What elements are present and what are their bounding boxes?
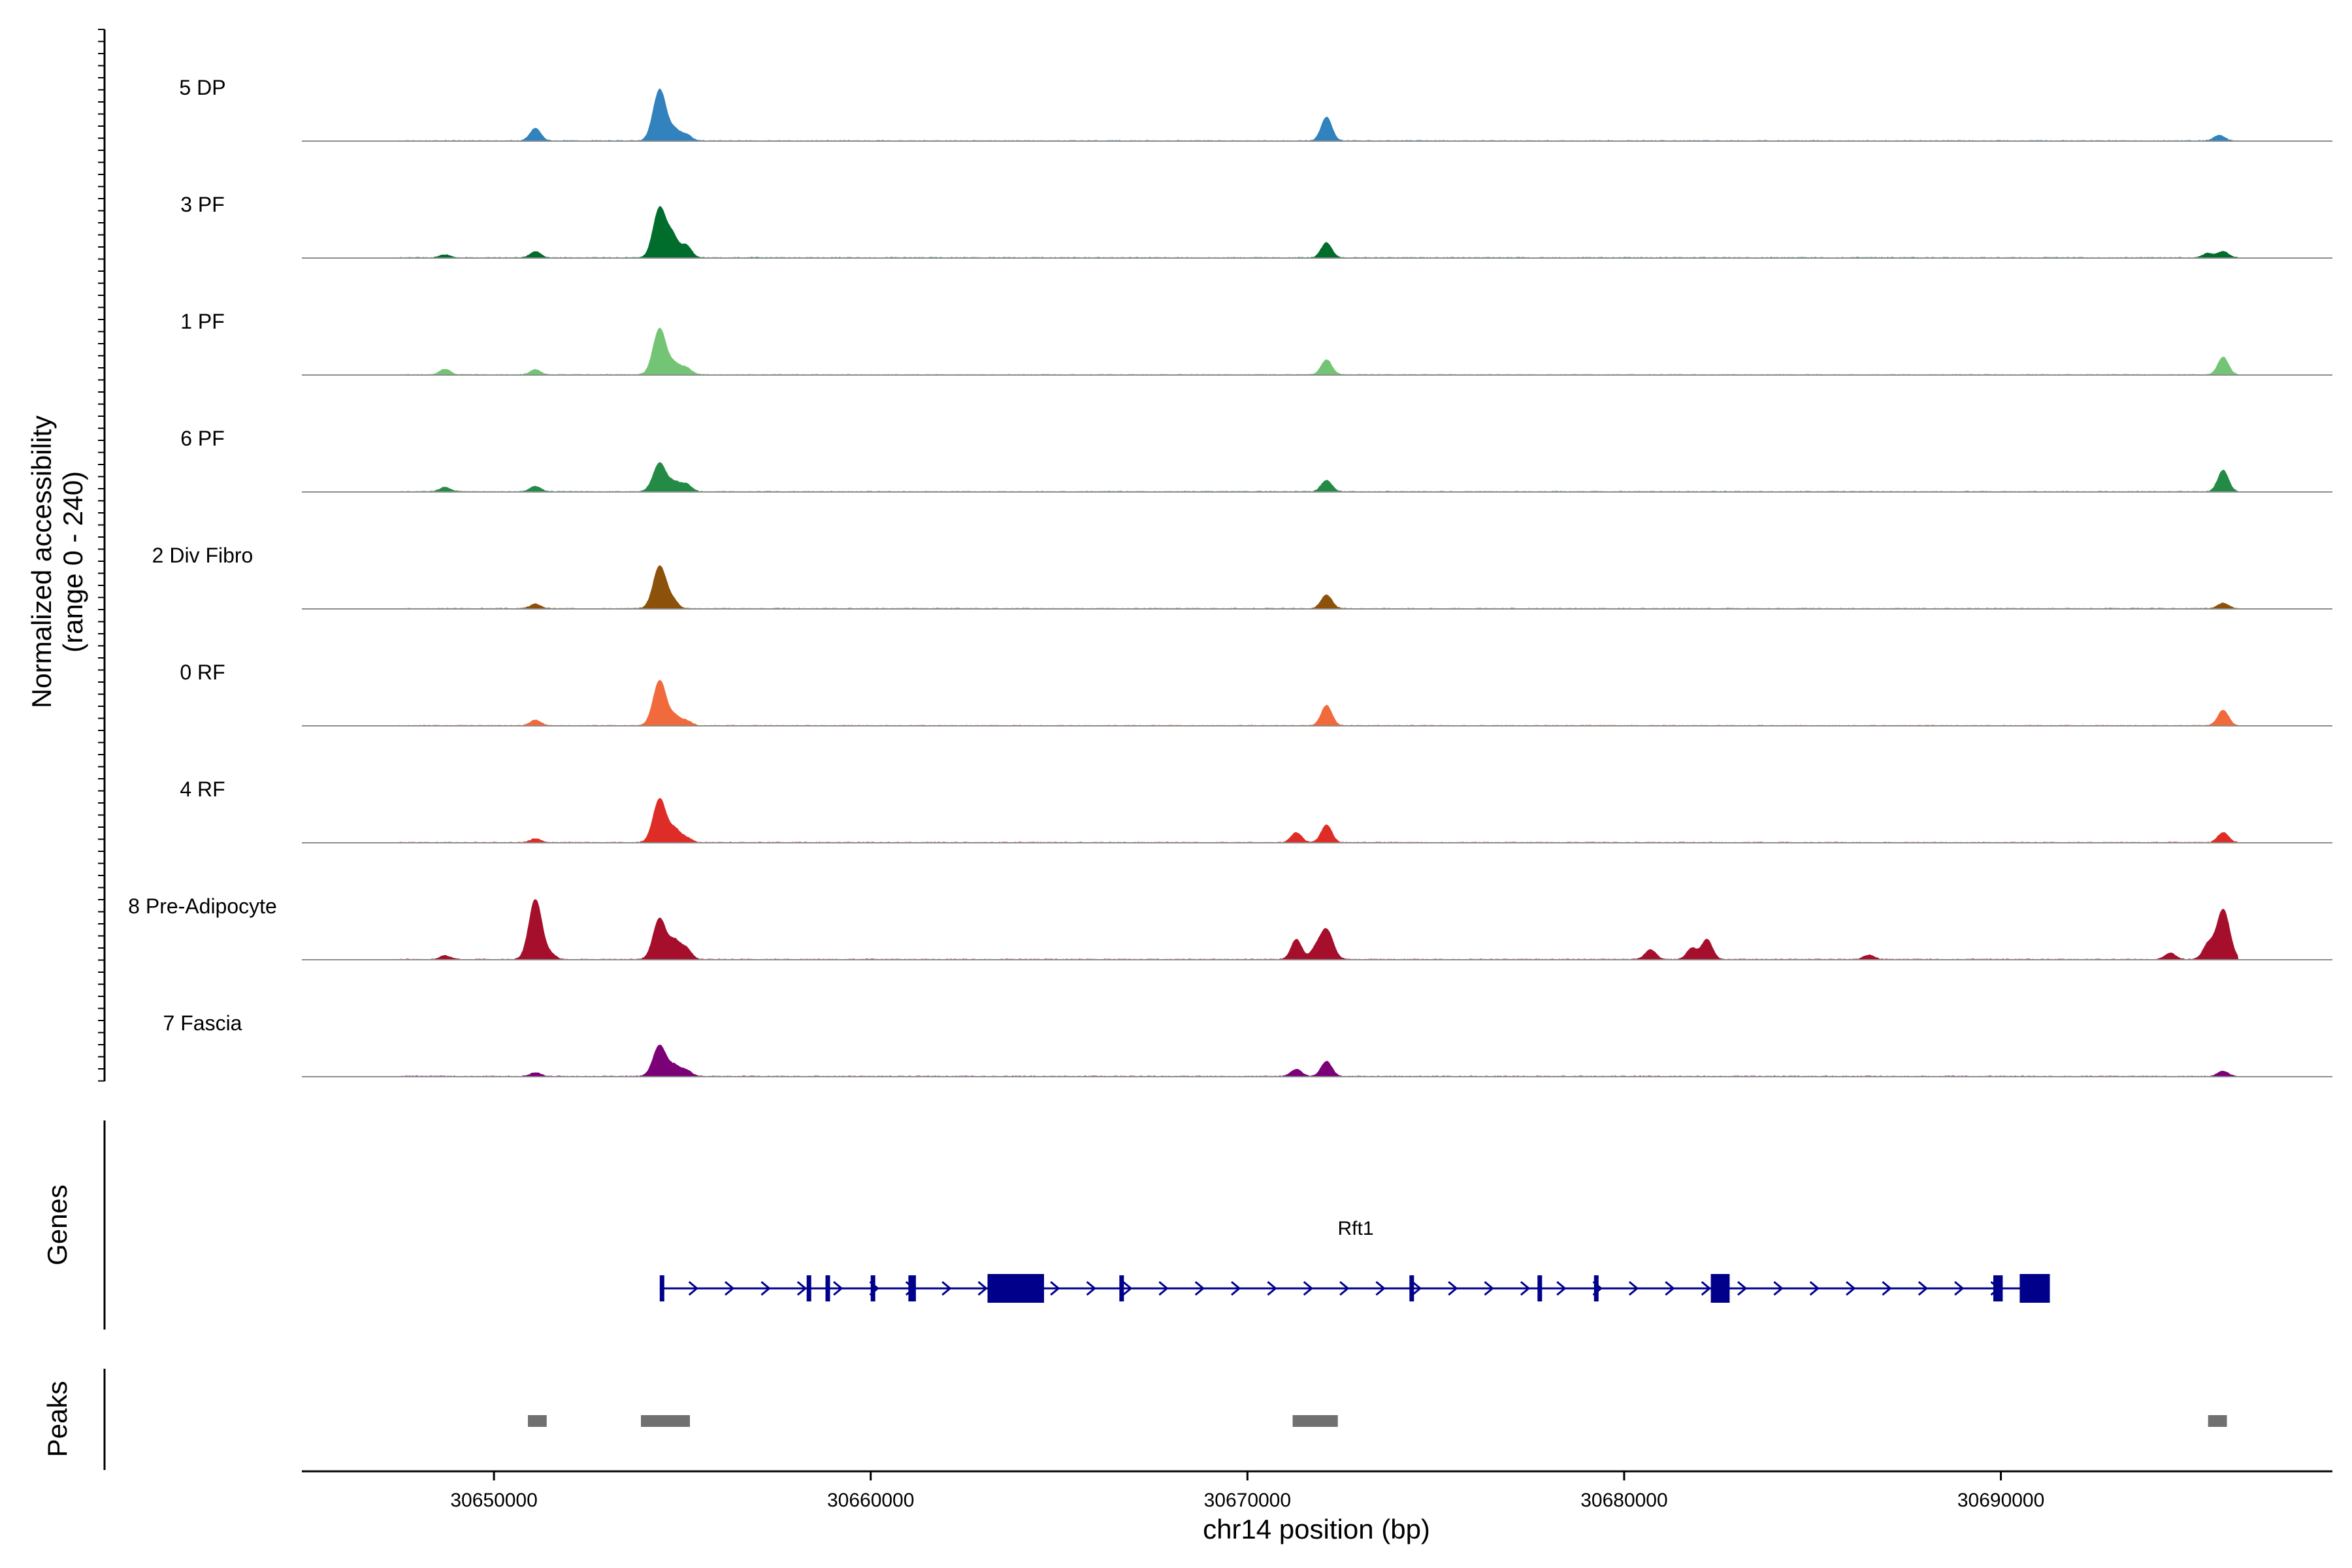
peak-regions — [528, 1415, 2227, 1427]
strand-arrow — [1122, 1281, 1133, 1296]
strand-arrow — [1484, 1281, 1494, 1296]
strand-arrow — [1701, 1281, 1712, 1296]
strand-arrow — [941, 1281, 952, 1296]
track-label: 0 RF — [180, 661, 225, 684]
strand-arrow — [1882, 1281, 1892, 1296]
track-label: 7 Fascia — [163, 1011, 242, 1035]
exon — [2019, 1274, 2050, 1303]
strand-arrow — [833, 1281, 843, 1296]
strand-arrow — [725, 1281, 735, 1296]
strand-arrow — [1556, 1281, 1567, 1296]
strand-arrow — [1086, 1281, 1096, 1296]
strand-arrow — [796, 1281, 808, 1296]
strand-arrow — [688, 1281, 699, 1296]
track-label: 2 Div Fibro — [152, 544, 253, 567]
x-axis-title: chr14 position (bp) — [1203, 1514, 1430, 1544]
strand-arrow — [1194, 1281, 1205, 1296]
strand-arrow — [1628, 1281, 1639, 1296]
exon — [1537, 1275, 1543, 1301]
strand-arrow — [1411, 1281, 1422, 1296]
track-3: 1 PF — [180, 310, 2332, 376]
exon — [825, 1275, 830, 1301]
strand-arrow — [1231, 1281, 1241, 1296]
peak-region — [528, 1415, 547, 1427]
x-axis: 30650000 30660000 30670000 30680000 30690000 — [302, 1470, 2332, 1511]
track-5: 2 Div Fibro — [152, 544, 2332, 610]
track-label: 1 PF — [180, 310, 225, 333]
exon — [1409, 1275, 1414, 1301]
genes-axis-title: Genes — [42, 1184, 73, 1266]
strand-arrow — [1050, 1281, 1060, 1296]
strand-arrow — [1665, 1281, 1675, 1296]
strand-arrow — [1773, 1281, 1784, 1296]
coverage-area — [399, 88, 2240, 142]
strand-arrow — [760, 1281, 771, 1296]
x-tick-label: 30660000 — [827, 1490, 914, 1511]
exon — [1710, 1274, 1730, 1303]
exon — [1119, 1275, 1124, 1301]
y-axis-title-range: (range 0 - 240) — [57, 471, 88, 653]
gene-label: Rft1 — [1337, 1218, 1373, 1239]
coverage-area — [399, 798, 2240, 843]
exon — [987, 1274, 1044, 1303]
track-label: 8 Pre-Adipocyte — [128, 894, 277, 918]
coverage-area — [399, 564, 2240, 610]
track-1: 5 DP — [179, 76, 2332, 142]
coverage-area — [399, 1044, 2239, 1077]
strand-arrow — [1520, 1281, 1531, 1296]
track-label: 5 DP — [179, 76, 225, 99]
coverage-tracks: 5 DP 3 PF 1 PF 6 PF 2 Div Fibro 0 RF 4 RF 8 Pre… — [128, 76, 2332, 1077]
track-2: 3 PF — [180, 193, 2332, 259]
coverage-area — [399, 206, 2240, 259]
y-axis-title: Normalized accessibility — [26, 416, 57, 708]
coverage-area — [399, 899, 2239, 960]
peak-region — [1292, 1415, 1338, 1427]
track-label: 4 RF — [180, 777, 225, 801]
peaks-axis-title: Peaks — [42, 1381, 73, 1458]
track-label: 3 PF — [180, 193, 225, 216]
exon — [1993, 1275, 2003, 1301]
coverage-y-axis — [98, 29, 106, 1082]
genes-panel: Genes Rft1 — [42, 1120, 2050, 1330]
x-tick-label: 30680000 — [1580, 1490, 1667, 1511]
track-label: 6 PF — [180, 427, 225, 450]
strand-arrow — [1737, 1281, 1748, 1296]
strand-arrow — [1918, 1281, 1929, 1296]
gene-model-rft1: Rft1 — [659, 1218, 2050, 1303]
exon — [659, 1275, 664, 1301]
strand-arrow — [1448, 1281, 1458, 1296]
track-9: 7 Fascia — [163, 1011, 2332, 1077]
peak-region — [2208, 1415, 2227, 1427]
strand-arrow — [1954, 1281, 1965, 1296]
strand-arrow — [1375, 1281, 1386, 1296]
exon — [870, 1275, 875, 1301]
exon — [1593, 1275, 1599, 1301]
strand-arrow — [1339, 1281, 1350, 1296]
strand-arrow — [1158, 1281, 1169, 1296]
track-4: 6 PF — [180, 427, 2332, 493]
x-tick-label: 30690000 — [1957, 1490, 2044, 1511]
x-tick-label: 30670000 — [1204, 1490, 1291, 1511]
coverage-area — [399, 462, 2239, 493]
strand-arrow — [1267, 1281, 1277, 1296]
strand-arrow — [1809, 1281, 1820, 1296]
coverage-area — [399, 327, 2239, 376]
x-tick-label: 30650000 — [450, 1490, 537, 1511]
strand-arrow — [1846, 1281, 1856, 1296]
exon — [908, 1275, 916, 1301]
exon — [806, 1275, 811, 1301]
strand-arrow — [1303, 1281, 1314, 1296]
peak-region — [641, 1415, 690, 1427]
track-7: 4 RF — [180, 777, 2332, 843]
peaks-panel: Peaks — [42, 1369, 2227, 1470]
track-8: 8 Pre-Adipocyte — [128, 894, 2332, 960]
strand-arrow — [977, 1281, 988, 1296]
track-6: 0 RF — [180, 661, 2332, 727]
coverage-area — [399, 679, 2240, 727]
